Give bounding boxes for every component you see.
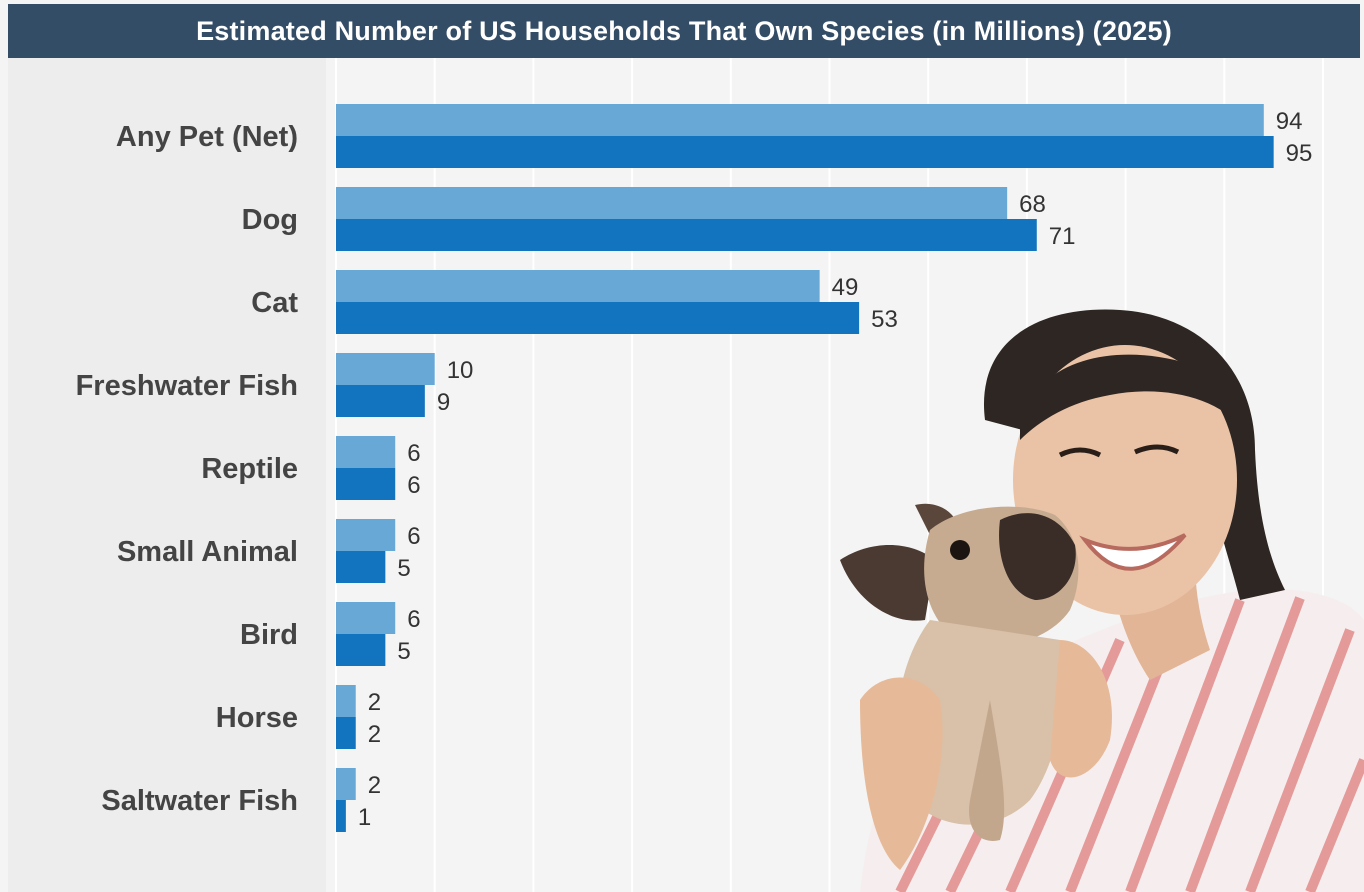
bar — [336, 602, 396, 634]
hand-left — [860, 677, 943, 870]
value-label: 2 — [368, 772, 381, 799]
category-labels: Any Pet (Net) Dog Cat Freshwater Fish Reptil… — [76, 121, 299, 817]
value-label: 6 — [407, 440, 420, 467]
puppy-paw — [969, 700, 1005, 841]
value-label: 49 — [832, 274, 859, 301]
value-label: 2 — [368, 721, 381, 748]
hair-front — [1020, 354, 1245, 440]
smile — [1079, 533, 1187, 571]
category-label: Saltwater Fish — [101, 785, 298, 817]
bar — [336, 717, 356, 749]
bar — [336, 551, 386, 583]
value-label: 5 — [397, 555, 410, 582]
bar — [336, 436, 396, 468]
bars — [336, 104, 1274, 832]
value-label: 95 — [1286, 140, 1313, 167]
bar — [336, 519, 396, 551]
value-label: 6 — [407, 472, 420, 499]
category-label: Dog — [242, 204, 298, 236]
value-label: 1 — [358, 804, 371, 831]
value-label: 9 — [437, 389, 450, 416]
category-label: Horse — [216, 702, 298, 734]
value-label: 71 — [1049, 223, 1076, 250]
value-label: 5 — [397, 638, 410, 665]
category-label: Bird — [240, 619, 298, 651]
value-label: 10 — [447, 357, 474, 384]
bar — [336, 136, 1274, 168]
category-label: Cat — [251, 287, 298, 319]
puppy-eye — [950, 540, 970, 560]
value-label: 6 — [407, 523, 420, 550]
bar — [336, 685, 356, 717]
bar — [336, 634, 386, 666]
bar — [336, 219, 1037, 251]
value-label: 94 — [1276, 108, 1303, 135]
category-label: Any Pet (Net) — [116, 121, 298, 153]
hand-right — [1050, 640, 1112, 778]
bar — [336, 270, 820, 302]
category-label: Freshwater Fish — [76, 370, 298, 402]
bar — [336, 353, 435, 385]
value-label: 68 — [1019, 191, 1046, 218]
bar — [336, 104, 1264, 136]
bar — [336, 187, 1008, 219]
puppy-muzzle — [999, 513, 1076, 600]
bar — [336, 800, 346, 832]
chart-title: Estimated Number of US Households That O… — [8, 4, 1360, 58]
value-label: 6 — [407, 606, 420, 633]
bar — [336, 385, 425, 417]
bar — [336, 302, 860, 334]
puppy-ear-left — [840, 545, 935, 621]
value-label: 53 — [871, 306, 898, 333]
bar — [336, 468, 396, 500]
category-label: Small Animal — [117, 536, 298, 568]
category-label-panel — [8, 58, 326, 892]
category-label: Reptile — [201, 453, 298, 485]
value-label: 2 — [368, 689, 381, 716]
bar — [336, 768, 356, 800]
woman-holding-puppy-photo — [840, 309, 1364, 892]
